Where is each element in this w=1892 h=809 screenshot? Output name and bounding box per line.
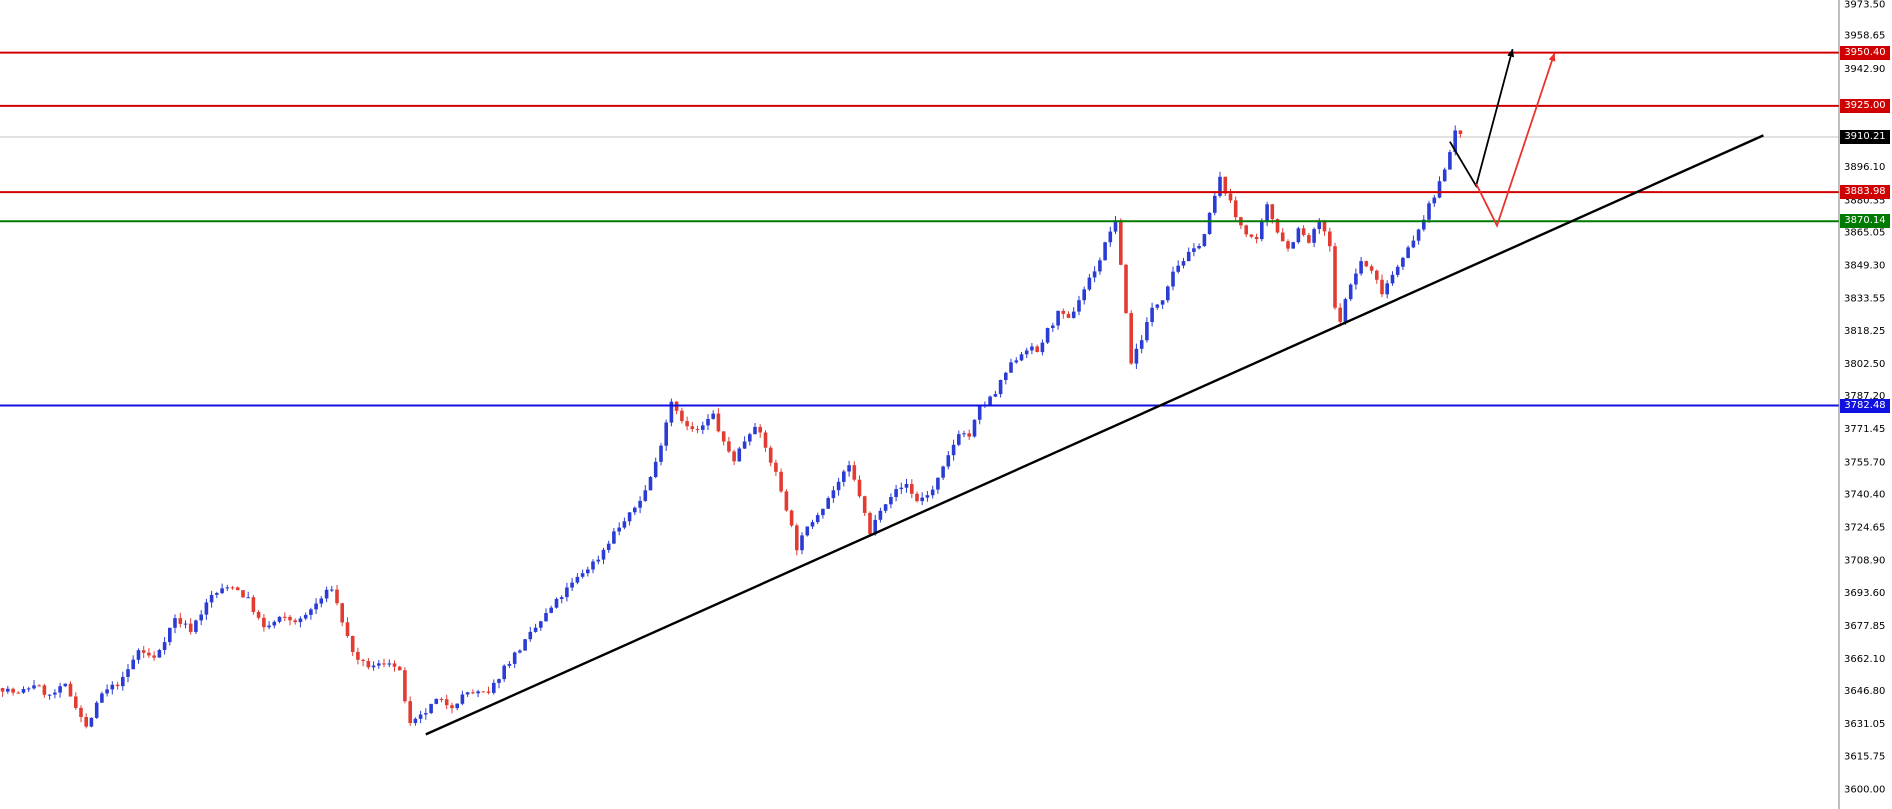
price-tick-label: 3880.35 [1844,195,1885,206]
price-tick-label: 3724.65 [1844,523,1885,534]
price-tick-label: 3615.75 [1844,751,1885,762]
price-tick-label: 3755.70 [1844,457,1885,468]
price-tick-label: 3865.05 [1844,227,1885,238]
candles-series [0,125,1463,729]
level-price-badge: 3883.98 [1840,185,1890,200]
price-tick-label: 3662.10 [1844,654,1885,665]
price-tick-label: 3958.65 [1844,31,1885,42]
price-tick-label: 3708.90 [1844,556,1885,567]
level-price-badge: 3782.48 [1840,398,1890,413]
trendline[interactable] [425,134,1764,736]
price-tick-label: 3818.25 [1844,326,1885,337]
projection-arrow[interactable] [1449,48,1515,189]
price-tick-label: 3740.40 [1844,489,1885,500]
price-tick-label: 3787.20 [1844,391,1885,402]
price-tick-label: 3677.85 [1844,621,1885,632]
level-price-badge: 3950.40 [1840,45,1890,60]
projection-arrow[interactable] [1475,52,1556,229]
price-tick-label: 3646.80 [1844,686,1885,697]
price-tick-label: 3693.60 [1844,588,1885,599]
price-tick-label: 3896.10 [1844,162,1885,173]
price-tick-label: 3600.00 [1844,785,1885,796]
price-axis[interactable]: 3973.50 3958.65 3942.90 3896.10 3880.35 3865.… [1838,0,1885,809]
current-price-badge: 3910.21 [1840,130,1890,144]
price-tick-label: 3802.50 [1844,359,1885,370]
price-tick-label: 3973.50 [1844,0,1885,11]
price-tick-label: 3849.30 [1844,261,1885,272]
price-tick-label: 3631.05 [1844,719,1885,730]
level-price-badge: 3925.00 [1840,98,1890,113]
price-tick-label: 3942.90 [1844,64,1885,75]
level-price-badge: 3870.14 [1840,214,1890,229]
price-tick-label: 3833.55 [1844,294,1885,305]
price-tick-label: 3771.45 [1844,424,1885,435]
